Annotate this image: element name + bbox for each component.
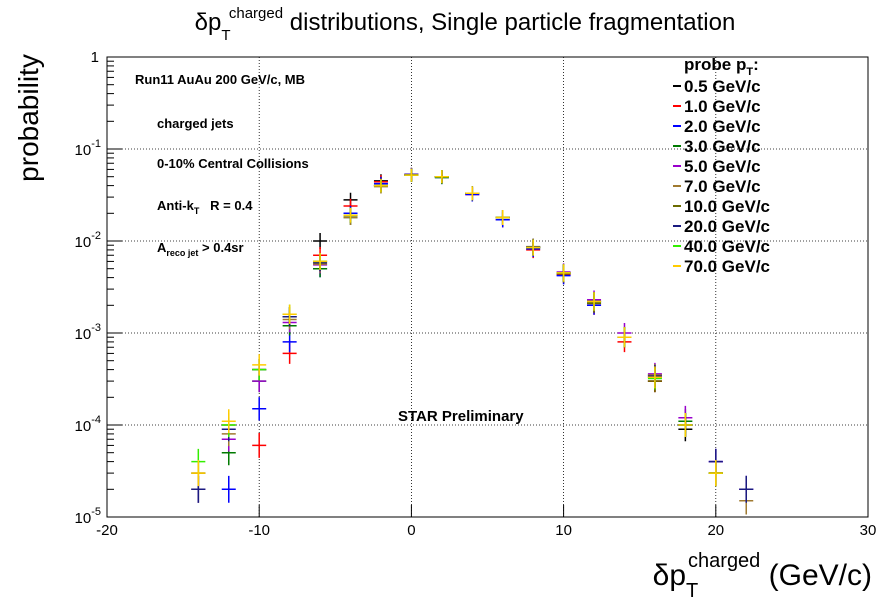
tick-base: 10 (75, 142, 92, 159)
y-axis-label: probability (13, 54, 44, 182)
tick-base: 10 (75, 510, 92, 527)
data-point (282, 304, 297, 324)
data-point (495, 210, 510, 226)
data-point (556, 264, 571, 282)
y-tick-label: 1 (91, 49, 99, 66)
annotation: Anti-kT R = 0.4 (157, 198, 253, 216)
data-point (708, 460, 723, 487)
data-point (587, 292, 602, 311)
x-tick-label: 0 (407, 522, 415, 539)
y-tick-label: 10-2 (75, 230, 101, 251)
data-point (647, 366, 662, 389)
y-tick-label: 10-4 (75, 414, 101, 435)
plot-frame (106, 56, 869, 518)
legend-label: 3.0 GeV/c (684, 137, 761, 156)
y-tick-label: 10-5 (75, 506, 101, 527)
data-point (252, 397, 267, 421)
annotation: Areco jet > 0.4sr (157, 240, 244, 258)
x-axis-label: δpTcharged (GeV/c) (653, 550, 872, 602)
legend-label: 40.0 GeV/c (684, 237, 770, 256)
chart-title: δpTcharged distributions, Single particl… (195, 5, 736, 44)
y-tick-label: 10-1 (75, 138, 101, 159)
data-point (252, 354, 267, 376)
legend-label: 0.5 GeV/c (684, 77, 761, 96)
annotation: charged jets (157, 116, 234, 131)
legend-label: 2.0 GeV/c (684, 117, 761, 136)
tick-base: 10 (75, 326, 92, 343)
series (191, 168, 723, 487)
data-point (313, 252, 328, 270)
tick-exponent: -5 (91, 506, 101, 518)
annotation: STAR Preliminary (398, 408, 524, 425)
data-point (373, 178, 388, 193)
data-point (313, 233, 328, 249)
tick-exponent: -3 (91, 322, 101, 334)
data-point (526, 239, 541, 256)
x-tick-label: 30 (860, 522, 877, 539)
legend-label: 1.0 GeV/c (684, 97, 761, 116)
x-tick-label: 20 (707, 522, 724, 539)
data-point (252, 432, 267, 458)
x-tick-label: -20 (96, 522, 118, 539)
y-tick-label: 10-3 (75, 322, 101, 343)
tick-base: 10 (75, 234, 92, 251)
data-point (404, 168, 419, 182)
tick-exponent: -1 (91, 138, 101, 150)
data-point (221, 475, 236, 503)
legend-title: probe pT: (684, 55, 759, 78)
data-point (465, 186, 480, 201)
data-point (343, 207, 358, 223)
annotation: Run11 AuAu 200 GeV/c, MB (135, 72, 305, 87)
data-point (678, 413, 693, 437)
tick-exponent: -2 (91, 230, 101, 242)
legend-label: 70.0 GeV/c (684, 257, 770, 276)
annotation: 0-10% Central Collisions (157, 156, 309, 171)
legend-label: 10.0 GeV/c (684, 197, 770, 216)
x-tick-label: 10 (555, 522, 572, 539)
x-tick-label: -10 (248, 522, 270, 539)
legend-label: 5.0 GeV/c (684, 157, 761, 176)
data-point (739, 475, 754, 503)
data-point (617, 327, 632, 348)
tick-exponent: -4 (91, 414, 101, 426)
data-point (434, 170, 449, 184)
legend-label: 20.0 GeV/c (684, 217, 770, 236)
tick-base: 10 (75, 418, 92, 435)
data-point (191, 460, 206, 487)
data-point (221, 409, 236, 434)
legend-label: 7.0 GeV/c (684, 177, 761, 196)
